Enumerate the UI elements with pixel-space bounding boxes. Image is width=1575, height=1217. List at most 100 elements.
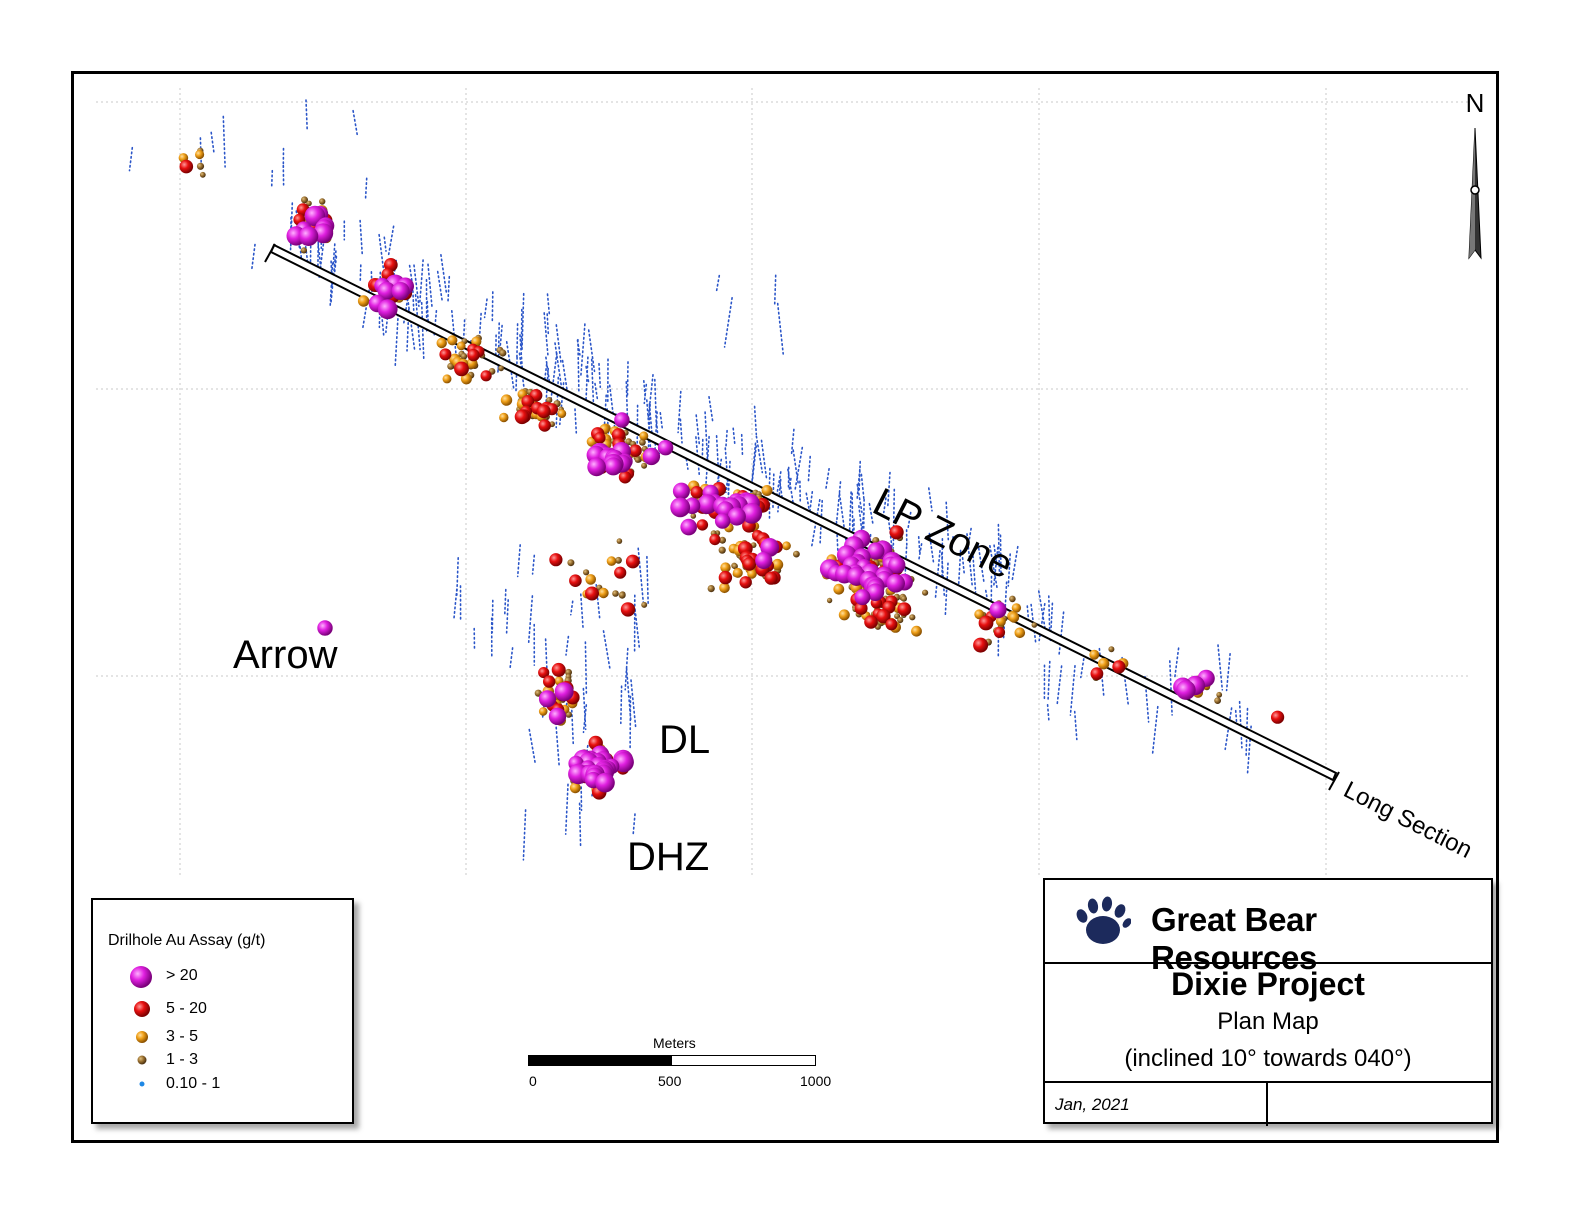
drill-trace	[408, 264, 413, 283]
drill-trace	[940, 552, 946, 599]
assay-sample-r3-5	[585, 574, 596, 585]
drill-trace	[528, 728, 537, 765]
assay-sample-r3-5	[1089, 649, 1100, 660]
drill-trace	[128, 146, 134, 172]
assay-sample-r5-20	[739, 576, 752, 589]
drill-trace	[723, 296, 733, 348]
drill-trace	[222, 115, 226, 168]
assay-sample-r5-20	[764, 571, 778, 585]
assay-sample-r3-5	[911, 625, 922, 637]
drill-trace	[999, 534, 1002, 577]
map-type: Plan Map	[1217, 1008, 1319, 1035]
drill-trace	[654, 411, 658, 453]
legend: Drilhole Au Assay (g/t) > 20 5 - 20 3 - …	[91, 898, 354, 1124]
drill-trace	[726, 460, 731, 515]
assay-sample-r5-20	[538, 667, 550, 679]
long-section-line	[264, 243, 1340, 791]
legend-label: 5 - 20	[166, 1000, 207, 1017]
drill-trace	[997, 523, 1001, 578]
drill-trace	[554, 717, 561, 769]
assay-sample-r3-5	[1008, 612, 1020, 623]
assay-sample-r3-5	[598, 587, 609, 599]
drill-trace	[824, 467, 830, 491]
drill-trace	[521, 292, 525, 351]
drill-trace	[1047, 660, 1051, 703]
assay-sample-r1-3	[618, 591, 626, 599]
drill-trace	[251, 243, 256, 271]
assay-sample-r3-5	[442, 374, 452, 384]
assay-sample-r1-3	[634, 456, 641, 463]
drill-trace	[1011, 545, 1019, 583]
assay-sample-r3-5	[838, 609, 850, 621]
assay-sample-gt20	[554, 682, 574, 702]
drill-trace	[779, 481, 784, 500]
drill-trace	[645, 399, 652, 448]
assay-sample-r5-20	[569, 574, 582, 587]
drill-trace	[887, 517, 894, 552]
assay-sample-r1-3	[897, 617, 904, 624]
date-row: Jan, 2021	[1045, 1081, 1491, 1126]
drill-trace	[427, 263, 434, 310]
drill-trace	[626, 361, 629, 396]
legend-item-1-3: 1 - 3	[93, 1049, 333, 1073]
assay-sample-r3-5	[606, 556, 617, 566]
drill-trace	[418, 259, 424, 304]
assay-sample-gt20	[727, 507, 746, 526]
drill-trace	[695, 414, 701, 446]
dhz-zone-label: DHZ	[627, 835, 710, 879]
drillhole-assay-spheres	[178, 147, 1285, 800]
drill-trace	[440, 254, 448, 294]
assay-sample-gt20	[377, 281, 396, 300]
company-name: Great Bear Resources	[1151, 901, 1318, 976]
assay-sample-gt20	[298, 226, 319, 246]
assay-sample-gt20	[657, 440, 674, 456]
assay-sample-r1-3	[731, 563, 738, 570]
drill-trace	[647, 373, 654, 419]
drill-trace	[579, 323, 586, 379]
drill-trace	[642, 379, 647, 399]
assay-sample-r1-3	[1214, 697, 1221, 704]
assay-sample-r1-3	[707, 585, 715, 593]
drill-trace	[509, 647, 514, 671]
scale-bar-graphic	[528, 1055, 816, 1066]
assay-sample-r5-20	[454, 361, 469, 377]
assay-sample-r1-3	[199, 171, 206, 178]
drill-trace	[546, 313, 550, 335]
assay-sample-r3-5	[747, 569, 757, 579]
assay-sample-r3-5	[995, 616, 1006, 627]
drill-trace	[531, 554, 536, 575]
drill-trace	[561, 359, 569, 398]
drill-trace	[647, 403, 651, 457]
drill-trace	[993, 544, 998, 567]
assay-sample-r5-20	[514, 409, 530, 425]
assay-sample-gt20	[1176, 680, 1196, 700]
assay-sample-r1-3	[615, 556, 622, 564]
red-sphere-icon	[134, 1001, 150, 1017]
drill-trace	[543, 312, 549, 357]
legend-item-3-5: 3 - 5	[93, 1026, 333, 1050]
assay-sample-r5-20	[854, 601, 868, 615]
assay-sample-gt20	[672, 482, 690, 500]
drill-trace	[352, 109, 359, 136]
assay-sample-r1-3	[1108, 646, 1115, 653]
drill-trace	[787, 468, 795, 509]
drill-trace	[387, 225, 395, 258]
drill-trace	[851, 492, 854, 539]
drill-trace	[917, 543, 923, 561]
assay-sample-r5-20	[467, 348, 480, 362]
drill-trace	[907, 511, 912, 530]
drill-trace	[637, 547, 645, 605]
drill-trace	[584, 641, 588, 696]
drill-trace	[491, 291, 494, 324]
brown-sphere-icon	[137, 1055, 147, 1065]
drill-trace	[886, 471, 891, 508]
dl-zone-label: DL	[659, 718, 711, 762]
assay-sample-gt20	[714, 513, 731, 529]
drill-trace	[406, 297, 416, 350]
project-name: Dixie Project	[1171, 966, 1365, 1002]
drill-trace	[453, 588, 458, 619]
title-block: Great Bear Resources Dixie Project Plan …	[1043, 878, 1493, 1126]
assay-sample-r1-3	[826, 597, 833, 604]
assay-sample-r5-20	[1090, 667, 1104, 681]
assay-sample-r1-3	[301, 196, 308, 204]
